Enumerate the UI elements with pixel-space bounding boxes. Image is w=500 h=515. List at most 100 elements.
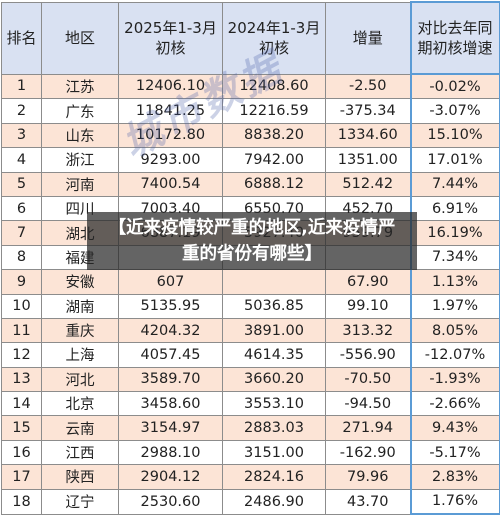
cell-increase: 1351.00 — [325, 147, 411, 173]
cell-increase: 99.10 — [325, 293, 411, 319]
cell-2024: 5036.85 — [222, 293, 326, 319]
table-row: 17 陕西 2904.12 2824.16 79.96 2.83% — [1, 464, 500, 490]
table-row: 15 云南 3154.97 2883.03 271.94 9.43% — [1, 415, 500, 441]
cell-2025: 12406.10 — [118, 73, 223, 100]
table-row: 18 辽宁 2530.60 2486.90 43.70 1.76% — [1, 488, 500, 515]
cell-region: 山东 — [41, 122, 119, 149]
table-body: 1 江苏 12406.10 12408.60 -2.50 -0.02% 2 广东 11841.2… — [1, 73, 500, 515]
cell-2025: 2530.60 — [118, 488, 223, 515]
cell-rank: 11 — [1, 317, 42, 344]
header-row: 排名 地区 2025年1-3月 初核 2024年1-3月 初核 增量 对比去年同… — [1, 1, 500, 75]
cell-rank: 16 — [1, 439, 42, 466]
table-row: 16 江西 2988.10 3151.00 -162.90 -5.17% — [1, 439, 500, 466]
cell-yoy: 7.34% — [409, 244, 500, 271]
cell-2025: 2904.12 — [118, 464, 223, 490]
header-yoy: 对比去年同 期初核增速 — [409, 1, 500, 75]
cell-yoy: 7.44% — [409, 171, 500, 197]
cell-yoy: -0.02% — [409, 73, 500, 100]
cell-2025: 3154.97 — [118, 415, 223, 441]
cell-yoy: 1.97% — [409, 293, 500, 319]
cell-2025: 3458.60 — [118, 391, 223, 417]
header-2024-line1: 2024年1-3月 — [227, 19, 321, 37]
table-row: 4 浙江 9293.00 7942.00 1351.00 17.01% — [1, 147, 500, 173]
cell-2025: 3589.70 — [118, 366, 223, 393]
cell-2025: 10172.80 — [118, 122, 223, 149]
cell-rank: 14 — [1, 391, 42, 417]
cell-region: 江西 — [41, 439, 119, 466]
cell-2024: 2486.90 — [222, 488, 326, 515]
cell-rank: 6 — [1, 195, 42, 222]
header-yoy-line2: 期初核增速 — [417, 39, 493, 57]
cell-2025: 4204.32 — [118, 317, 223, 344]
cell-2024: 8838.20 — [222, 122, 326, 149]
cell-2025: 9293.00 — [118, 147, 223, 173]
cell-region: 湖南 — [41, 293, 119, 319]
cell-yoy: 6.91% — [409, 195, 500, 222]
cell-rank: 13 — [1, 366, 42, 393]
table-row: 1 江苏 12406.10 12408.60 -2.50 -0.02% — [1, 73, 500, 100]
cell-region: 广东 — [41, 98, 119, 124]
cell-2025: 11841.25 — [118, 98, 223, 124]
cell-increase: 512.42 — [325, 171, 411, 197]
cell-region: 北京 — [41, 391, 119, 417]
cell-increase: -375.34 — [325, 98, 411, 124]
cell-yoy: 16.19% — [409, 220, 500, 246]
cell-2024: 3891.00 — [222, 317, 326, 344]
cell-rank: 10 — [1, 293, 42, 319]
cell-increase: -556.90 — [325, 342, 411, 368]
cell-2024: 12408.60 — [222, 73, 326, 100]
cell-rank: 12 — [1, 342, 42, 368]
cell-region: 陕西 — [41, 464, 119, 490]
cell-yoy: 2.83% — [409, 464, 500, 490]
cell-increase: 313.32 — [325, 317, 411, 344]
header-2025-line2: 初核 — [155, 39, 186, 57]
cell-2024: 2883.03 — [222, 415, 326, 441]
cell-2024: 6888.12 — [222, 171, 326, 197]
cell-yoy: -3.07% — [409, 98, 500, 124]
cell-2024: 3553.10 — [222, 391, 326, 417]
cell-2025: 5135.95 — [118, 293, 223, 319]
caption-line-1: 【近来疫情较严重的地区,近来疫情严 — [108, 218, 396, 238]
header-region: 地区 — [41, 1, 119, 75]
cell-region: 上海 — [41, 342, 119, 368]
cell-region: 江苏 — [41, 73, 119, 100]
cell-rank: 3 — [1, 122, 42, 149]
cell-yoy: 17.01% — [409, 147, 500, 173]
cell-rank: 4 — [1, 147, 42, 173]
cell-yoy: -2.66% — [409, 391, 500, 417]
header-2024-line2: 初核 — [258, 39, 289, 57]
cell-yoy: 8.05% — [409, 317, 500, 344]
cell-2024: 12216.59 — [222, 98, 326, 124]
cell-yoy: 9.43% — [409, 415, 500, 441]
cell-rank: 17 — [1, 464, 42, 490]
cell-2025: 607 — [118, 269, 223, 295]
cell-2024: 4614.35 — [222, 342, 326, 368]
cell-2024: 3660.20 — [222, 366, 326, 393]
cell-region: 安徽 — [41, 269, 119, 295]
cell-increase: -94.50 — [325, 391, 411, 417]
cell-yoy: -1.93% — [409, 366, 500, 393]
cell-increase: 67.90 — [325, 269, 411, 295]
cell-yoy: 15.10% — [409, 122, 500, 149]
caption-overlay: 【近来疫情较严重的地区,近来疫情严 重的省份有哪些】 — [87, 212, 417, 270]
cell-increase: -162.90 — [325, 439, 411, 466]
cell-rank: 1 — [1, 73, 42, 100]
cell-rank: 18 — [1, 488, 42, 515]
cell-region: 浙江 — [41, 147, 119, 173]
cell-yoy: -12.07% — [409, 342, 500, 368]
table-row: 3 山东 10172.80 8838.20 1334.60 15.10% — [1, 122, 500, 149]
cell-2025: 4057.45 — [118, 342, 223, 368]
cell-rank: 2 — [1, 98, 42, 124]
header-2025-line1: 2025年1-3月 — [124, 19, 217, 37]
cell-region: 河北 — [41, 366, 119, 393]
cell-yoy: 1.76% — [409, 488, 500, 515]
cell-rank: 8 — [1, 244, 42, 271]
cell-2024 — [222, 269, 326, 295]
cell-yoy: 1.13% — [409, 269, 500, 295]
table-row: 5 河南 7400.54 6888.12 512.42 7.44% — [1, 171, 500, 197]
cell-region: 云南 — [41, 415, 119, 441]
cell-2025: 7400.54 — [118, 171, 223, 197]
cell-2024: 3151.00 — [222, 439, 326, 466]
cell-rank: 9 — [1, 269, 42, 295]
